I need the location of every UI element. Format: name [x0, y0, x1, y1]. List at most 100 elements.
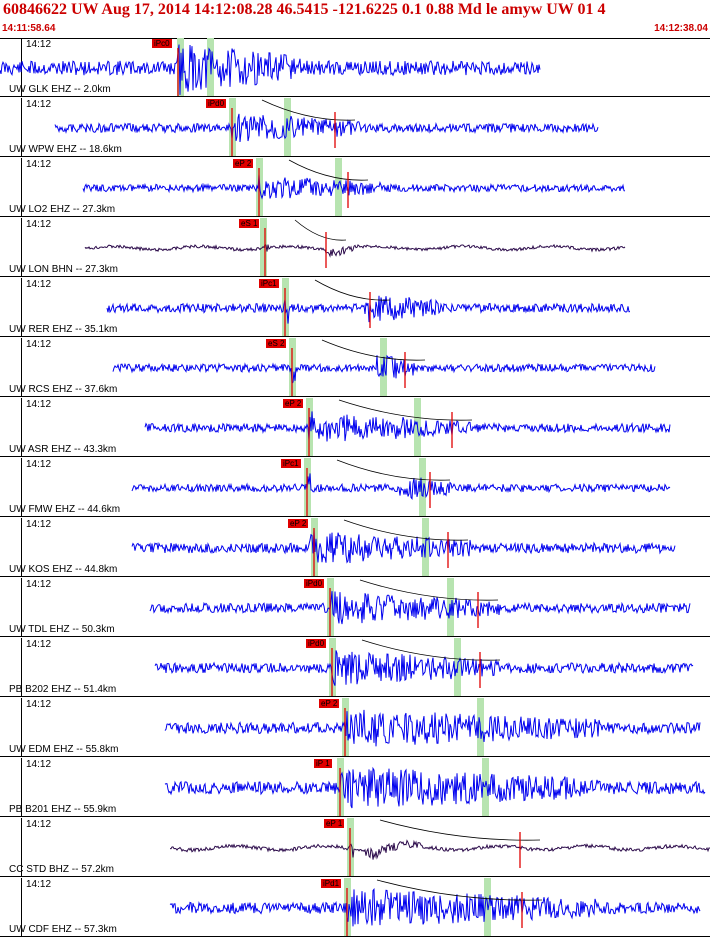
- waveform-plot[interactable]: [0, 278, 710, 337]
- pick-label[interactable]: iPc0: [152, 39, 172, 48]
- station-label: UW CDF EHZ -- 57.3km: [9, 924, 117, 935]
- seismogram-panel[interactable]: 14:12 eP 2 UW KOS EHZ -- 44.8km: [0, 518, 710, 577]
- time-axis-line: [21, 878, 22, 936]
- pick-label[interactable]: eP 2: [288, 519, 309, 528]
- time-axis-line: [21, 458, 22, 516]
- time-tick-label: 14:12: [26, 339, 52, 350]
- waveform-plot[interactable]: [0, 638, 710, 697]
- time-tick-label: 14:12: [26, 639, 52, 650]
- pick-label[interactable]: iPd1: [321, 879, 342, 888]
- time-axis-line: [21, 638, 22, 696]
- time-axis-line: [21, 578, 22, 636]
- time-tick-label: 14:12: [26, 819, 52, 830]
- time-tick-label: 14:12: [26, 399, 52, 410]
- time-tick-label: 14:12: [26, 519, 52, 530]
- time-tick-label: 14:12: [26, 99, 52, 110]
- time-tick-label: 14:12: [26, 879, 52, 890]
- seismogram-panel[interactable]: 14:12 iPd0 PB B202 EHZ -- 51.4km: [0, 638, 710, 697]
- station-label: PB B201 EHZ -- 55.9km: [9, 804, 117, 815]
- time-tick-label: 14:12: [26, 699, 52, 710]
- station-label: UW GLK EHZ -- 2.0km: [9, 84, 111, 95]
- station-label: UW LO2 EHZ -- 27.3km: [9, 204, 116, 215]
- time-axis-line: [21, 218, 22, 276]
- time-axis-line: [21, 98, 22, 156]
- coda-decay-curve: [294, 219, 347, 241]
- waveform-plot[interactable]: [0, 38, 710, 97]
- seismogram-panel[interactable]: 14:12 eP 2 UW EDM EHZ -- 55.8km: [0, 698, 710, 757]
- waveform-plot[interactable]: [0, 98, 710, 157]
- time-axis-line: [21, 698, 22, 756]
- pick-label[interactable]: eS 2: [266, 339, 287, 348]
- time-tick-label: 14:12: [26, 159, 52, 170]
- waveform-trace: [82, 174, 626, 200]
- station-label: PB B202 EHZ -- 51.4km: [9, 684, 117, 695]
- time-tick-label: 14:12: [26, 219, 52, 230]
- time-tick-label: 14:12: [26, 39, 52, 50]
- pick-label[interactable]: eP 2: [233, 159, 254, 168]
- time-axis-line: [21, 158, 22, 216]
- seismogram-panel[interactable]: 14:12 iP 1 PB B201 EHZ -- 55.9km: [0, 758, 710, 817]
- seismogram-panel[interactable]: 14:12 iPd1 UW CDF EHZ -- 57.3km: [0, 878, 710, 937]
- waveform-trace: [164, 709, 701, 747]
- pick-label[interactable]: eS 1: [239, 219, 260, 228]
- waveform-plot[interactable]: [0, 758, 710, 817]
- coda-decay-curve: [379, 819, 541, 841]
- coda-decay-curve: [321, 339, 426, 361]
- pick-label[interactable]: iPd0: [306, 639, 327, 648]
- pick-label[interactable]: iPc1: [281, 459, 301, 468]
- coda-decay-curve: [261, 99, 356, 121]
- waveform-plot[interactable]: [0, 338, 710, 397]
- station-label: CC STD BHZ -- 57.2km: [9, 864, 115, 875]
- station-label: UW ASR EHZ -- 43.3km: [9, 444, 117, 455]
- waveform-plot[interactable]: [0, 518, 710, 577]
- waveform-trace: [144, 411, 671, 442]
- seismogram-panel[interactable]: 14:12 iPd0 UW WPW EHZ -- 18.6km: [0, 98, 710, 157]
- station-label: UW RCS EHZ -- 37.6km: [9, 384, 118, 395]
- seismogram-panel[interactable]: 14:12 eP 2 UW LO2 EHZ -- 27.3km: [0, 158, 710, 217]
- coda-decay-curve: [314, 279, 391, 301]
- seismogram-panel[interactable]: 14:12 iPc1 UW FMW EHZ -- 44.6km: [0, 458, 710, 517]
- time-tick-label: 14:12: [26, 279, 52, 290]
- pick-label[interactable]: eP 1: [324, 819, 345, 828]
- waveform-plot[interactable]: [0, 578, 710, 637]
- time-axis-line: [21, 278, 22, 336]
- seismogram-panel[interactable]: 14:12 eP 1 CC STD BHZ -- 57.2km: [0, 818, 710, 877]
- pick-label[interactable]: iP 1: [314, 759, 332, 768]
- waveform-plot[interactable]: [0, 218, 710, 277]
- coda-decay-curve: [359, 579, 499, 601]
- waveform-plot[interactable]: [0, 458, 710, 517]
- pick-label[interactable]: iPd0: [206, 99, 227, 108]
- coda-decay-curve: [343, 519, 469, 541]
- waveform-trace: [106, 295, 631, 324]
- pick-label[interactable]: iPc1: [259, 279, 279, 288]
- waveform-plot[interactable]: [0, 878, 710, 937]
- time-tick-label: 14:12: [26, 459, 52, 470]
- pick-label[interactable]: eP 2: [319, 699, 340, 708]
- coda-decay-curve: [361, 639, 501, 661]
- station-label: UW WPW EHZ -- 18.6km: [9, 144, 122, 155]
- waveform-plot[interactable]: [0, 818, 710, 877]
- seismogram-panel[interactable]: 14:12 iPd0 UW TDL EHZ -- 50.3km: [0, 578, 710, 637]
- waveform-trace: [149, 591, 691, 625]
- seismogram-panel[interactable]: 14:12 iPc0 UW GLK EHZ -- 2.0km: [0, 38, 710, 97]
- waveform-trace: [154, 650, 694, 686]
- waveform-plot[interactable]: [0, 158, 710, 217]
- waveform-trace: [169, 839, 710, 860]
- station-label: UW TDL EHZ -- 50.3km: [9, 624, 115, 635]
- waveform-trace: [112, 354, 656, 385]
- seismogram-panel[interactable]: 14:12 eS 2 UW RCS EHZ -- 37.6km: [0, 338, 710, 397]
- coda-decay-curve: [336, 459, 451, 481]
- seismogram-panel[interactable]: 14:12 eP 2 UW ASR EHZ -- 43.3km: [0, 398, 710, 457]
- waveform-plot[interactable]: [0, 698, 710, 757]
- time-tick-label: 14:12: [26, 579, 52, 590]
- time-axis-line: [21, 338, 22, 396]
- seismogram-panel[interactable]: 14:12 iPc1 UW RER EHZ -- 35.1km: [0, 278, 710, 337]
- coda-decay-curve: [288, 159, 369, 181]
- time-axis-line: [21, 818, 22, 876]
- waveform-trace: [0, 44, 541, 95]
- pick-label[interactable]: eP 2: [283, 399, 304, 408]
- station-label: UW KOS EHZ -- 44.8km: [9, 564, 118, 575]
- seismogram-panel[interactable]: 14:12 eS 1 UW LON BHN -- 27.3km: [0, 218, 710, 277]
- waveform-plot[interactable]: [0, 398, 710, 457]
- pick-label[interactable]: iPd0: [304, 579, 325, 588]
